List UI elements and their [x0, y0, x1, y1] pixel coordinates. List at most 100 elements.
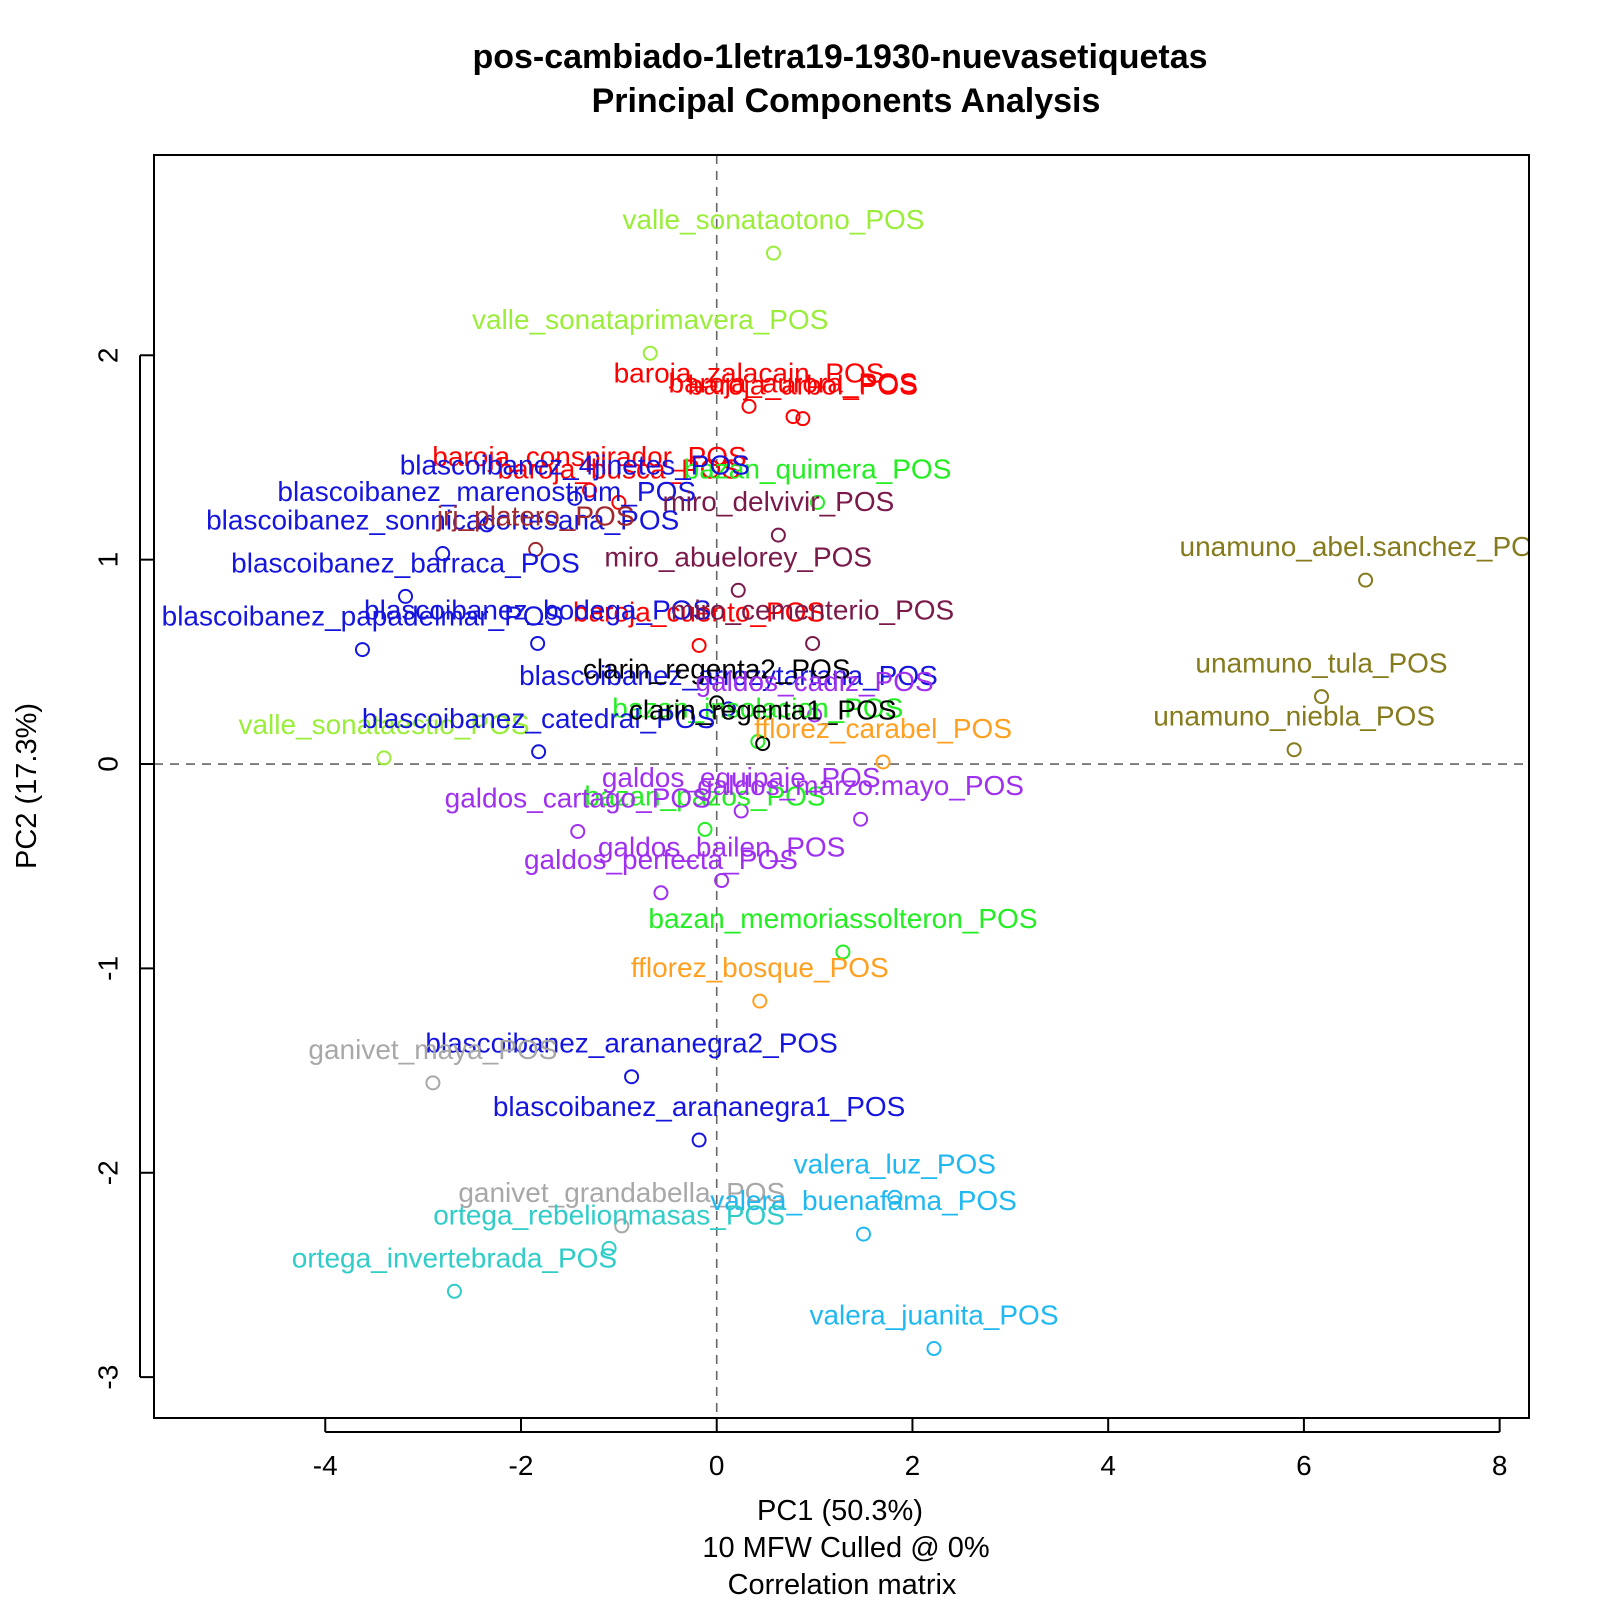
data-label: blascoibanez_arrozytartana_POS	[519, 660, 938, 691]
data-label: fflorez_bosque_POS	[631, 952, 889, 983]
y-axis: -3 -2 -1 0 1 2	[92, 347, 154, 1390]
data-point	[853, 811, 869, 827]
data-label: baroja_aurora_POS	[669, 368, 918, 399]
data-point	[530, 635, 546, 651]
subtitle-line-2: Correlation matrix	[728, 1569, 957, 1600]
data-label: bazan_pazos_POS	[584, 780, 825, 811]
data-point	[785, 409, 801, 425]
y-tick-label: -2	[92, 1160, 123, 1185]
subtitle-line-1: 10 MFW Culled @ 0%	[702, 1532, 989, 1564]
data-point	[479, 517, 495, 533]
data-label: galdos_marzo.mayo_POS	[697, 770, 1024, 801]
data-label: galdos_equipaje_POS	[602, 762, 881, 793]
data-point	[398, 588, 414, 604]
data-label: bazan_insolacion_POS	[612, 693, 903, 724]
data-label: galdos_bailen_POS	[598, 832, 846, 863]
y-tick-label: 2	[92, 347, 123, 363]
plot-frame	[153, 154, 1530, 1419]
data-label: valera_luz_POS	[794, 1148, 996, 1179]
data-label: blascoibanez_barraca_POS	[231, 547, 580, 578]
x-tick-label: 0	[709, 1450, 725, 1481]
data-point	[875, 754, 891, 770]
data-point	[624, 1069, 640, 1085]
data-label: unamuno_tula_POS	[1195, 648, 1447, 679]
data-label: bazan_quimera_POS	[684, 453, 952, 484]
data-label: blascoibanez_4jinetes_POS	[400, 449, 750, 480]
data-point	[730, 582, 746, 598]
data-label: miro_abuelorey_POS	[604, 541, 872, 572]
data-labels: valle_sonataotono_POS valle_sonataprimave…	[162, 204, 1552, 1331]
data-label: blascoibanez_catedral_POS	[362, 703, 715, 734]
y-tick-label: 0	[92, 756, 123, 772]
data-label: valle_sonataestio_POS	[238, 709, 529, 740]
data-label: bazan_memoriassolteron_POS	[648, 903, 1037, 934]
data-label: galdos_cartago_POS	[445, 782, 711, 813]
data-point	[856, 1226, 872, 1242]
data-label: baroja_busca_POS	[497, 453, 740, 484]
data-point	[1358, 572, 1374, 588]
data-label: blascoibanez_papadelmar_POS	[162, 601, 564, 632]
data-point	[611, 494, 627, 510]
data-point	[601, 1240, 617, 1256]
data-point	[709, 695, 725, 711]
data-label: valera_buenafama_POS	[710, 1185, 1017, 1216]
data-label: fflorez_carabel_POS	[754, 713, 1012, 744]
data-point	[807, 707, 823, 723]
data-point	[733, 803, 749, 819]
data-label: unamuno_niebla_POS	[1153, 701, 1435, 732]
data-point	[528, 541, 544, 557]
data-label: unamuno_abel.sanchez_POS	[1180, 531, 1552, 562]
data-point	[810, 494, 826, 510]
data-label: ganivet_grandabella_POS	[458, 1177, 785, 1208]
data-point	[567, 490, 583, 506]
data-label: blascoibanez_sonnicacortesana_POS	[206, 505, 679, 536]
x-axis-label: PC1 (50.3%)	[757, 1495, 923, 1527]
data-label: galdos_perfecta_POS	[524, 844, 798, 875]
data-point	[531, 744, 547, 760]
data-points	[354, 245, 1374, 1357]
data-label: clarin_regenta1_POS	[629, 695, 897, 726]
x-tick-label: 2	[905, 1450, 921, 1481]
data-label: jrj_platero_POS	[436, 500, 635, 531]
data-point	[697, 821, 713, 837]
data-label: ortega_rebelionmasas_POS	[433, 1199, 785, 1230]
data-point	[354, 642, 370, 658]
data-point	[653, 885, 669, 901]
data-point	[752, 993, 768, 1009]
data-point	[795, 411, 811, 427]
data-point	[446, 1283, 462, 1299]
data-point	[741, 398, 757, 414]
chart-title-line-1: pos-cambiado-1letra19-1930-nuevasetiquet…	[472, 38, 1207, 76]
data-point	[835, 944, 851, 960]
data-label: blascoibanez_bodega_POS	[364, 594, 711, 625]
data-label: blascoibanez_arananegra1_POS	[493, 1091, 906, 1122]
y-tick-label: 1	[92, 552, 123, 568]
data-label: baroja_zalacain_POS	[614, 357, 885, 388]
y-tick-label: -1	[92, 956, 123, 981]
data-point	[425, 1075, 441, 1091]
x-tick-label: 6	[1296, 1450, 1312, 1481]
data-label: valera_juanita_POS	[809, 1300, 1058, 1331]
data-point	[614, 1218, 630, 1234]
data-point	[691, 1132, 707, 1148]
x-tick-label: -4	[313, 1450, 338, 1481]
x-tick-label: 8	[1492, 1450, 1508, 1481]
data-point	[642, 345, 658, 361]
data-label: valle_sonataotono_POS	[622, 204, 924, 235]
chart-title-line-2: Principal Components Analysis	[592, 82, 1101, 120]
data-point	[376, 750, 392, 766]
data-point	[581, 482, 597, 498]
data-label: baroja_cuento_POS	[573, 596, 825, 627]
data-label: miro_cementerio_POS	[671, 594, 954, 625]
data-point	[1286, 742, 1302, 758]
data-label: baroja_conspirador_POS	[432, 441, 746, 472]
y-axis-label: PC2 (17.3%)	[11, 703, 43, 869]
x-axis: -4 -2 0 2 4 6 8	[313, 1418, 1508, 1481]
data-point	[926, 1341, 942, 1357]
data-point	[805, 635, 821, 651]
data-point	[435, 546, 451, 562]
data-label: valle_sonataprimavera_POS	[472, 304, 828, 335]
x-tick-label: -2	[509, 1450, 534, 1481]
data-point	[770, 527, 786, 543]
y-tick-label: -3	[92, 1365, 123, 1390]
